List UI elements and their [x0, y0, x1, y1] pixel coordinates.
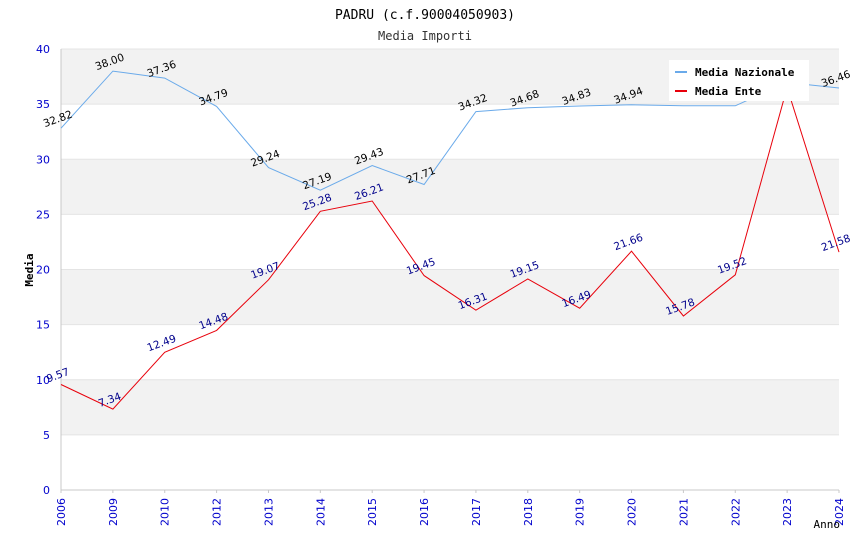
y-tick-label: 25 [36, 208, 50, 221]
x-tick-labels: 2006 2009 2010 2012 2013 2014 2015 2016 2017 2018… [55, 490, 846, 526]
axes [60, 49, 839, 491]
legend: Media Nazionale Media Ente [669, 60, 809, 101]
legend-box [669, 60, 809, 101]
legend-label: Media Ente [695, 85, 762, 98]
y-tick-label: 0 [43, 484, 50, 497]
x-tick-label: 2013 [262, 498, 275, 526]
grid-band [61, 159, 839, 215]
series-lines [60, 70, 840, 410]
legend-label: Media Nazionale [695, 66, 795, 79]
x-axis-label: Anno [814, 518, 841, 531]
x-tick-label: 2009 [107, 498, 120, 526]
y-tick-label: 5 [43, 429, 50, 442]
x-tick-label: 2018 [522, 498, 535, 526]
y-tick-labels: 0 5 10 15 20 25 30 35 40 [36, 43, 50, 497]
x-tick-label: 2024 [833, 498, 846, 526]
x-tick-label: 2010 [159, 498, 172, 526]
data-label: 32.82 [42, 109, 74, 131]
x-tick-label: 2014 [314, 498, 327, 526]
x-tick-label: 2006 [55, 498, 68, 526]
y-tick-label: 35 [36, 98, 50, 111]
chart-title: PADRU (c.f.90004050903) [335, 8, 515, 23]
y-axis-label: Media [23, 253, 36, 286]
data-label: 21.66 [612, 231, 645, 253]
series-line-1 [60, 85, 840, 410]
data-label: 21.58 [820, 232, 850, 254]
x-tick-label: 2021 [677, 498, 690, 526]
x-tick-label: 2023 [781, 498, 794, 526]
y-tick-label: 15 [36, 319, 50, 332]
x-tick-label: 2015 [366, 498, 379, 526]
y-tick-label: 30 [36, 153, 50, 166]
x-tick-label: 2022 [729, 498, 742, 526]
chart-subtitle: Media Importi [378, 29, 472, 43]
data-label: 12.49 [146, 333, 178, 355]
grid-band [61, 379, 839, 435]
x-tick-label: 2020 [626, 498, 639, 526]
x-tick-label: 2017 [470, 498, 483, 526]
y-tick-label: 10 [36, 374, 50, 387]
y-tick-label: 40 [36, 43, 50, 56]
y-tick-label: 20 [36, 264, 50, 277]
series-line-0 [60, 70, 840, 191]
grid-band [61, 269, 839, 325]
x-tick-label: 2019 [574, 498, 587, 526]
x-tick-label: 2016 [418, 498, 431, 526]
x-tick-label: 2012 [211, 498, 224, 526]
